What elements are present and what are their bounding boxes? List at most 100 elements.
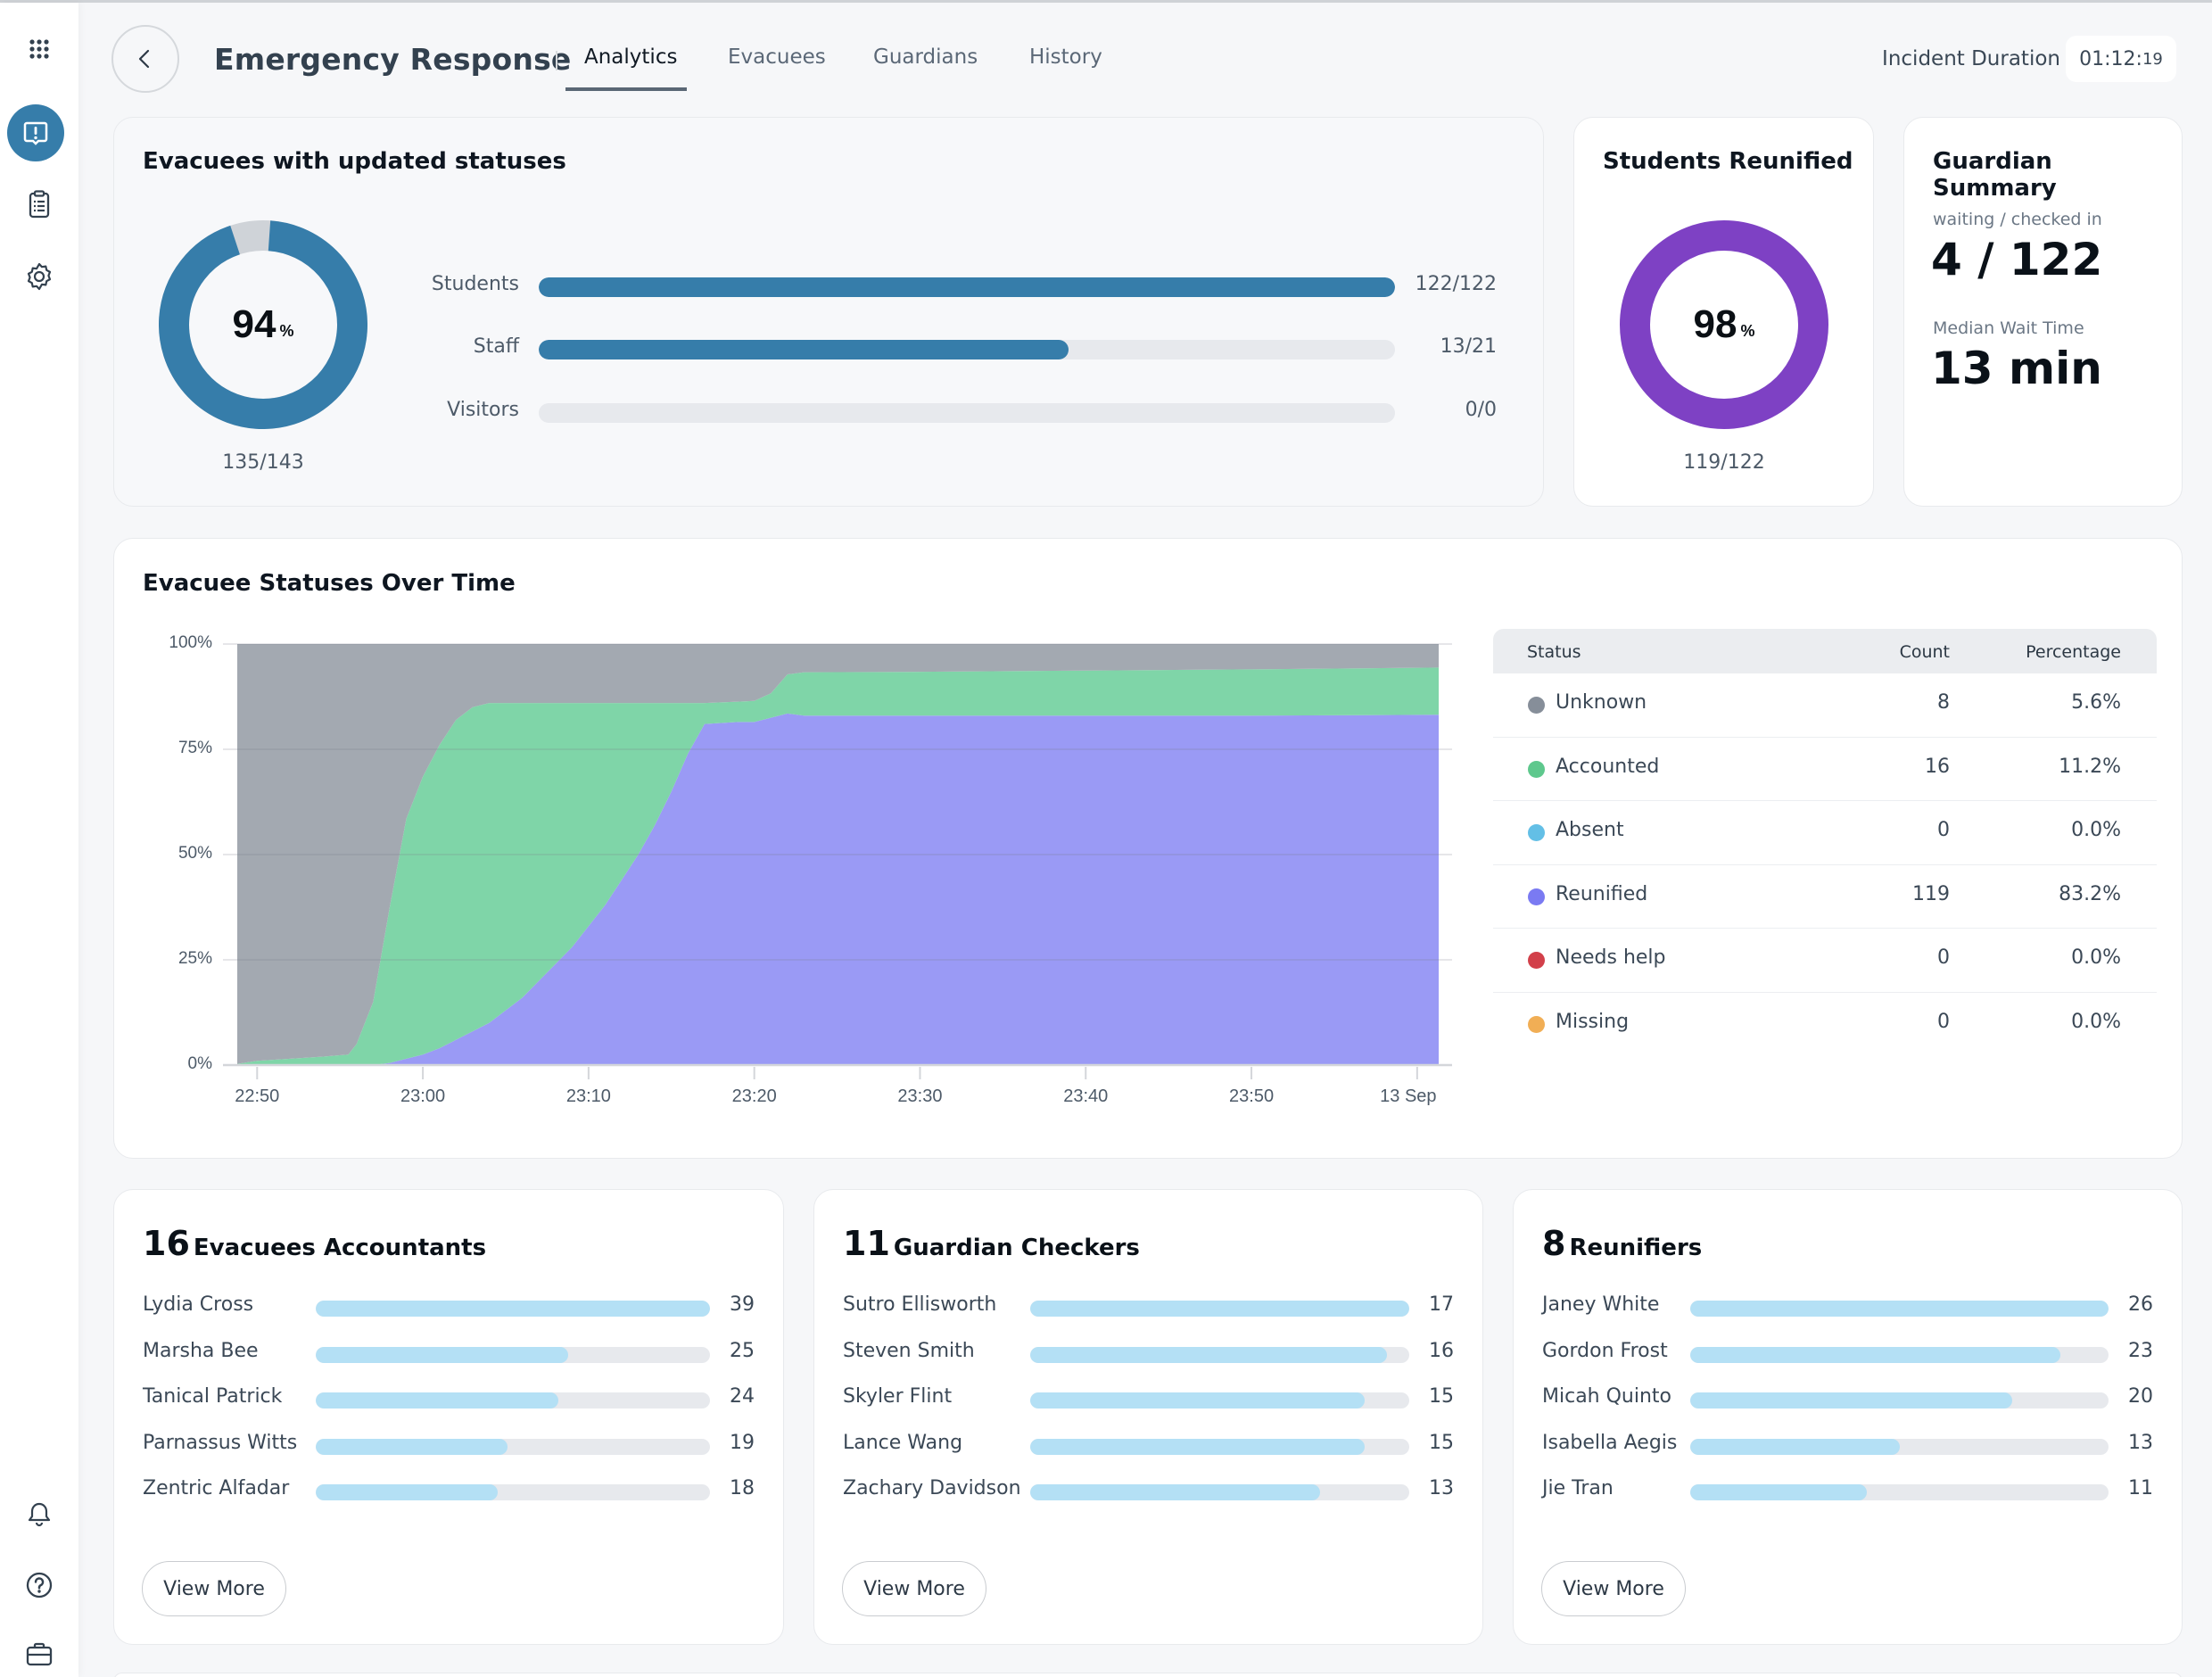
status-count: 0 xyxy=(1937,1010,1950,1033)
status-name: Unknown xyxy=(1556,691,1647,714)
chart-title: Evacuee Statuses Over Time xyxy=(143,570,516,597)
view-more-button[interactable]: View More xyxy=(1541,1561,1686,1616)
score-value: 19 xyxy=(730,1431,755,1454)
score-bar-track xyxy=(1690,1484,2109,1500)
leaderboard-label: Evacuees Accountants xyxy=(193,1235,487,1261)
leaderboard-card-accountants: 16 Evacuees Accountants Lydia Cross 39 Marsh… xyxy=(113,1189,784,1645)
tab-evacuees[interactable]: Evacuees xyxy=(728,45,826,69)
help-icon[interactable] xyxy=(12,1558,66,1612)
score-value: 26 xyxy=(2128,1293,2153,1316)
donut-value: 94 xyxy=(232,302,276,346)
score-bar-track xyxy=(316,1346,710,1363)
leaderboard-row: Jie Tran 11 xyxy=(1542,1474,2153,1509)
leaderboard-row: Zachary Davidson 13 xyxy=(843,1474,1454,1509)
score-value: 15 xyxy=(1429,1431,1454,1454)
view-more-button[interactable]: View More xyxy=(142,1561,286,1616)
area-series-reunified xyxy=(237,713,1439,1065)
guardian-summary-card: Guardian Summary waiting / checked in 4 … xyxy=(1903,117,2183,507)
leaderboard-row: Sutro Ellisworth 17 xyxy=(843,1290,1454,1326)
x-tick-label: 23:50 xyxy=(1229,1086,1275,1106)
status-name: Reunified xyxy=(1556,882,1648,905)
alert-icon[interactable] xyxy=(7,104,64,161)
score-value: 24 xyxy=(730,1385,755,1408)
page-header: Emergency Response Analytics Evacuees Gu… xyxy=(78,3,2212,110)
y-tick-label: 0% xyxy=(187,1054,212,1073)
tab-guardians[interactable]: Guardians xyxy=(873,45,978,69)
leaderboard-label: Reunifiers xyxy=(1569,1235,1703,1261)
status-table-header: Status Count Percentage xyxy=(1493,629,2157,673)
progress-value: 122/122 xyxy=(1415,273,1497,295)
tab-separator xyxy=(556,51,557,70)
progress-label: Students xyxy=(431,273,519,295)
duration-seconds: 19 xyxy=(2142,49,2163,69)
score-bar-fill xyxy=(316,1392,558,1409)
donut-subtitle: 119/122 xyxy=(1683,451,1765,474)
bell-icon[interactable] xyxy=(12,1488,66,1541)
leaderboard-count: 11 xyxy=(843,1224,890,1263)
sidebar xyxy=(0,3,78,1677)
status-dot-icon xyxy=(1528,952,1545,969)
score-bar-fill xyxy=(1030,1438,1366,1455)
donut-unit: % xyxy=(279,321,294,340)
evacuees-status-card: Evacuees with updated statuses 94% 135/1… xyxy=(113,117,1544,507)
header-count: Count xyxy=(1899,642,1950,662)
area-chart: 0% 25% 50% 75% 100% 22:50 23:00 23:10 23:20 23:3… xyxy=(114,539,1488,1160)
status-count: 0 xyxy=(1937,819,1950,841)
status-dot-icon xyxy=(1528,824,1545,841)
donut-value: 98 xyxy=(1693,302,1737,346)
status-table: Status Count Percentage Unknown 8 5.6% Acco… xyxy=(1493,629,2157,1056)
area-series-accounted xyxy=(237,667,1439,1065)
y-tick-label: 75% xyxy=(177,739,212,757)
person-name: Lance Wang xyxy=(843,1431,963,1454)
tab-analytics[interactable]: Analytics xyxy=(584,45,678,69)
leaderboard-row: Skyler Flint 15 xyxy=(843,1382,1454,1417)
status-row: Accounted 16 11.2% xyxy=(1493,738,2157,801)
person-name: Sutro Ellisworth xyxy=(843,1293,997,1316)
leaderboard-row: Janey White 26 xyxy=(1542,1290,2153,1326)
clipboard-list-icon[interactable] xyxy=(12,178,66,231)
apps-grid-icon[interactable] xyxy=(12,22,66,76)
score-bar-track xyxy=(1690,1438,2109,1455)
score-bar-fill xyxy=(1690,1301,2109,1317)
score-bar-track xyxy=(316,1438,710,1455)
status-row: Missing 0 0.0% xyxy=(1493,993,2157,1057)
person-name: Zentric Alfadar xyxy=(143,1477,290,1499)
y-tick-label: 50% xyxy=(177,844,212,863)
y-tick-label: 100% xyxy=(169,633,212,652)
score-bar-track xyxy=(1030,1484,1409,1500)
duration-hours-minutes: 01:12: xyxy=(2079,47,2142,70)
leaderboard-row: Lance Wang 15 xyxy=(843,1428,1454,1464)
gear-icon[interactable] xyxy=(12,250,66,303)
progress-row-visitors: Visitors 0/0 xyxy=(114,397,1543,433)
progress-label: Staff xyxy=(473,335,519,358)
score-bar-fill xyxy=(1690,1346,2060,1363)
x-tick-label: 13 Sep xyxy=(1380,1086,1437,1106)
reunified-donut: 98% xyxy=(1620,220,1828,429)
waiting-value: 4 / 122 xyxy=(1931,234,2103,285)
briefcase-icon[interactable] xyxy=(12,1628,66,1677)
status-count: 8 xyxy=(1937,691,1950,714)
status-row: Absent 0 0.0% xyxy=(1493,801,2157,865)
back-button[interactable] xyxy=(111,25,179,93)
score-bar-track xyxy=(316,1484,710,1500)
card-title: Evacuees with updated statuses xyxy=(143,148,566,175)
donut-arc xyxy=(1620,220,1828,429)
donut-arc xyxy=(159,220,367,429)
status-name: Missing xyxy=(1556,1010,1630,1033)
progress-track xyxy=(539,277,1395,297)
x-tick-label: 22:50 xyxy=(235,1086,280,1106)
status-percentage: 0.0% xyxy=(2071,819,2121,841)
score-bar-track xyxy=(1690,1392,2109,1409)
score-value: 23 xyxy=(2128,1339,2153,1362)
y-tick-label: 25% xyxy=(177,949,212,968)
status-dot-icon xyxy=(1528,1015,1545,1033)
person-name: Skyler Flint xyxy=(843,1385,953,1408)
person-name: Isabella Aegis xyxy=(1542,1431,1678,1454)
tab-history[interactable]: History xyxy=(1029,45,1102,69)
score-bar-fill xyxy=(1690,1392,2012,1409)
status-dot-icon xyxy=(1528,888,1545,905)
score-value: 17 xyxy=(1429,1293,1454,1316)
score-bar-track xyxy=(1030,1438,1409,1455)
status-count: 119 xyxy=(1912,882,1950,905)
view-more-button[interactable]: View More xyxy=(842,1561,986,1616)
